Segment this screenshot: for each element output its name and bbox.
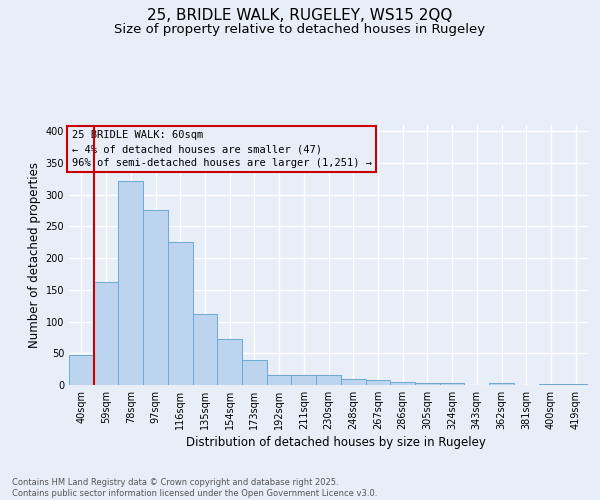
Bar	[341, 380, 365, 385]
Bar	[390, 382, 415, 385]
Bar	[118, 181, 143, 385]
Text: 25 BRIDLE WALK: 60sqm
← 4% of detached houses are smaller (47)
96% of semi-detac: 25 BRIDLE WALK: 60sqm ← 4% of detached h…	[71, 130, 371, 168]
Text: Contains HM Land Registry data © Crown copyright and database right 2025.
Contai: Contains HM Land Registry data © Crown c…	[12, 478, 377, 498]
Bar	[489, 383, 514, 385]
Text: Distribution of detached houses by size in Rugeley: Distribution of detached houses by size …	[186, 436, 486, 449]
Y-axis label: Number of detached properties: Number of detached properties	[28, 162, 41, 348]
Bar	[292, 376, 316, 385]
Bar	[563, 384, 588, 385]
Bar	[316, 376, 341, 385]
Bar	[365, 380, 390, 385]
Bar	[168, 242, 193, 385]
Bar	[94, 282, 118, 385]
Bar	[143, 210, 168, 385]
Bar	[415, 383, 440, 385]
Bar	[539, 384, 563, 385]
Bar	[217, 338, 242, 385]
Text: 25, BRIDLE WALK, RUGELEY, WS15 2QQ: 25, BRIDLE WALK, RUGELEY, WS15 2QQ	[148, 8, 452, 22]
Bar	[242, 360, 267, 385]
Bar	[267, 375, 292, 385]
Bar	[440, 383, 464, 385]
Text: Size of property relative to detached houses in Rugeley: Size of property relative to detached ho…	[115, 22, 485, 36]
Bar	[193, 314, 217, 385]
Bar	[69, 354, 94, 385]
